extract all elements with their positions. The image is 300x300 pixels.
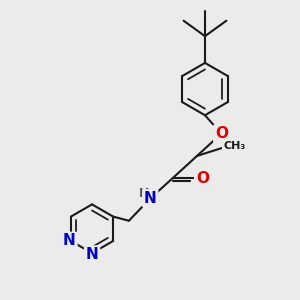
Text: CH₃: CH₃ <box>223 141 245 151</box>
Text: O: O <box>215 126 228 141</box>
Text: H: H <box>139 188 149 200</box>
Text: N: N <box>86 247 98 262</box>
Text: O: O <box>196 171 209 186</box>
Text: N: N <box>144 191 157 206</box>
Text: N: N <box>63 233 76 248</box>
